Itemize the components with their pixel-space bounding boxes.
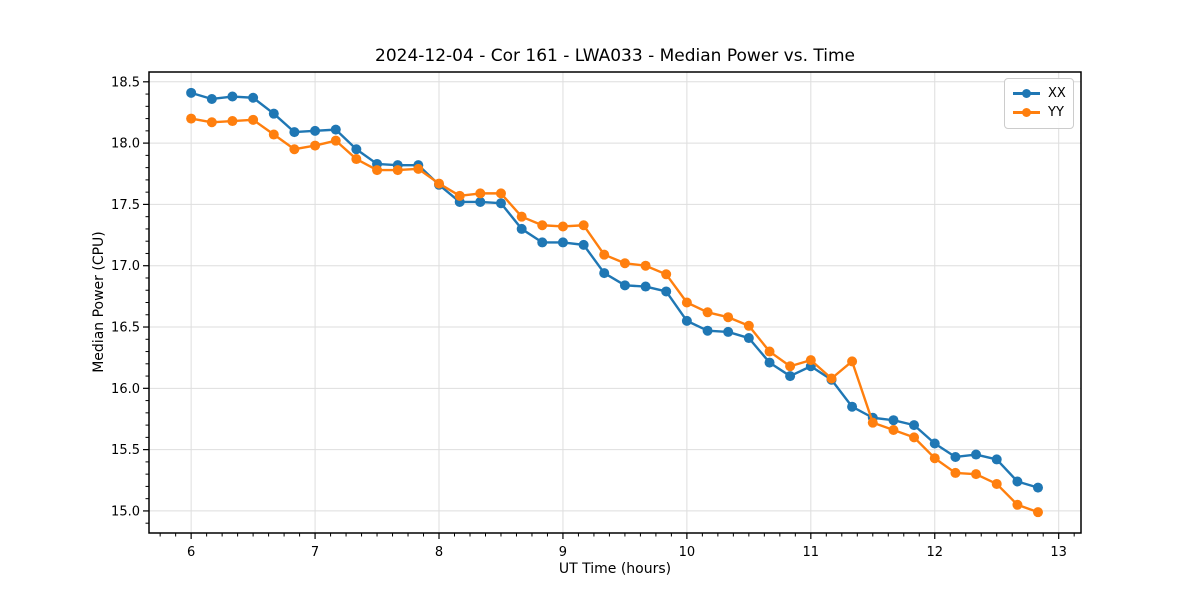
svg-text:16.5: 16.5 <box>111 321 140 336</box>
svg-text:18.5: 18.5 <box>111 75 140 90</box>
svg-text:7: 7 <box>311 545 319 560</box>
legend-marker-icon <box>1022 89 1031 99</box>
svg-text:8: 8 <box>435 545 443 560</box>
svg-text:17.0: 17.0 <box>111 259 140 274</box>
svg-text:6: 6 <box>187 545 195 560</box>
svg-text:15.5: 15.5 <box>111 443 140 458</box>
legend-label-xx: XX <box>1048 86 1066 101</box>
svg-text:9: 9 <box>559 545 567 560</box>
legend-marker-icon <box>1022 108 1031 118</box>
legend-entry-xx: XX <box>1013 84 1066 103</box>
svg-text:17.5: 17.5 <box>111 198 140 213</box>
svg-text:10: 10 <box>679 545 696 560</box>
svg-text:15.0: 15.0 <box>111 504 140 519</box>
svg-text:16.0: 16.0 <box>111 382 140 397</box>
chart-title: 2024-12-04 - Cor 161 - LWA033 - Median P… <box>375 46 855 66</box>
legend: XX YY <box>1004 78 1074 129</box>
legend-label-yy: YY <box>1048 105 1064 120</box>
legend-line-sample-xx <box>1013 89 1040 99</box>
x-axis-label: UT Time (hours) <box>558 561 672 577</box>
legend-line-sample-yy <box>1013 108 1040 118</box>
legend-entry-yy: YY <box>1013 103 1065 122</box>
svg-text:11: 11 <box>803 545 820 560</box>
svg-text:12: 12 <box>926 545 943 560</box>
svg-text:18.0: 18.0 <box>111 137 140 152</box>
svg-text:13: 13 <box>1050 545 1067 560</box>
y-axis-label: Median Power (CPU) <box>91 231 107 373</box>
